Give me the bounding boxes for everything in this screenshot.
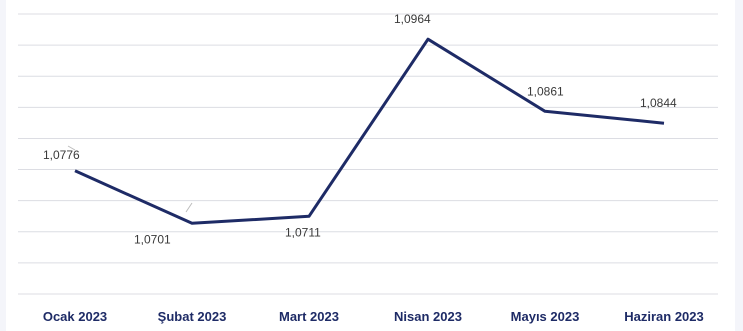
x-tick-label: Nisan 2023 — [394, 309, 462, 324]
x-tick-label: Şubat 2023 — [158, 309, 227, 324]
x-tick-label: Ocak 2023 — [43, 309, 107, 324]
label-leader-line — [185, 202, 193, 213]
series-line — [74, 37, 665, 225]
data-label: 1,0701 — [134, 232, 171, 246]
label-leader-line — [67, 145, 76, 151]
gridlines — [18, 13, 718, 295]
series-group — [74, 37, 665, 225]
data-labels: 1,0776 1,0701 1,0711 1,0964 1,0861 1,0844 — [43, 12, 677, 246]
data-label: 1,0711 — [285, 225, 321, 239]
x-axis-tick-labels: Ocak 2023 Şubat 2023 Mart 2023 Nisan 2023 Ma… — [43, 309, 704, 324]
data-label: 1,0776 — [43, 148, 80, 162]
data-label: 1,0964 — [394, 12, 431, 26]
x-tick-label: Haziran 2023 — [624, 309, 704, 324]
right-edge-shade — [735, 0, 743, 331]
x-tick-label: Mayıs 2023 — [511, 309, 580, 324]
data-label: 1,0844 — [640, 96, 677, 110]
x-tick-label: Mart 2023 — [279, 309, 339, 324]
left-edge-shade — [0, 0, 6, 331]
data-label: 1,0861 — [527, 84, 564, 98]
